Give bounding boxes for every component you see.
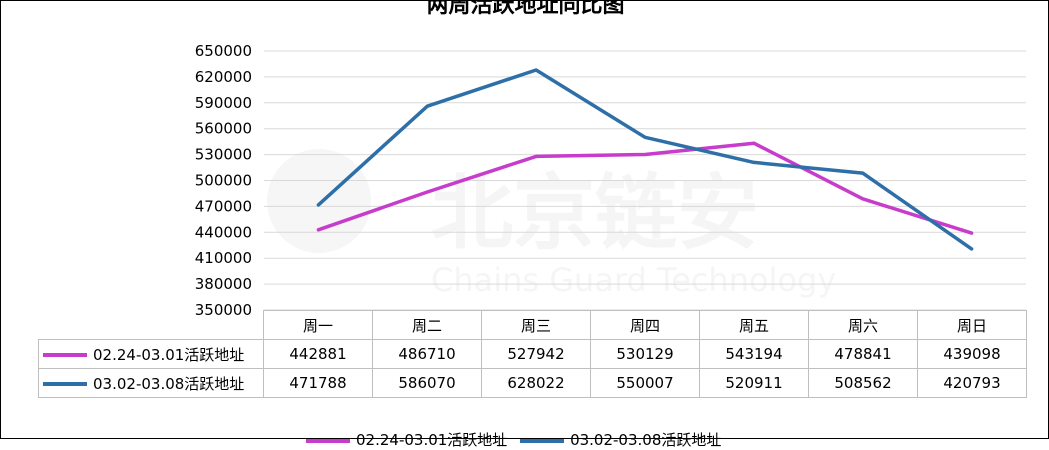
category-label: 周四 [591,311,700,340]
data-cell: 550007 [591,369,700,398]
legend-label: 02.24-03.01活跃地址 [356,431,507,449]
category-label: 周三 [482,311,591,340]
data-cell: 520911 [700,369,809,398]
chart-frame: 两周活跃地址同比图 北京链安 Chains Guard Technology 6… [0,0,1049,439]
series-name: 03.02-03.08活跃地址 [93,375,244,393]
category-label: 周日 [918,311,1027,340]
category-label: 周五 [700,311,809,340]
series-label: 03.02-03.08活跃地址 [39,369,264,398]
legend-key [306,439,350,443]
category-label: 周六 [809,311,918,340]
table-corner [39,311,264,340]
y-tick-label: 530000 [195,146,252,164]
series2-key [43,382,87,386]
data-cell: 530129 [591,340,700,369]
y-tick-label: 500000 [195,172,252,190]
y-tick-label: 560000 [195,120,252,138]
series-label: 02.24-03.01活跃地址 [39,340,264,369]
y-tick-label: 410000 [195,249,252,267]
y-tick-label: 650000 [195,42,252,60]
watermark-subtext: Chains Guard Technology [431,261,836,299]
table-row: 03.02-03.08活跃地址 471788 586070 628022 550… [39,369,1027,398]
y-axis-ticks: 650000 620000 590000 560000 530000 500000 4700… [195,42,252,319]
table-row: 02.24-03.01活跃地址 442881 486710 527942 530… [39,340,1027,369]
data-cell: 508562 [809,369,918,398]
y-tick-label: 620000 [195,68,252,86]
category-label: 周二 [373,311,482,340]
data-cell: 586070 [373,369,482,398]
data-cell: 478841 [809,340,918,369]
data-cell: 628022 [482,369,591,398]
data-cell: 543194 [700,340,809,369]
legend-label: 03.02-03.08活跃地址 [570,431,721,449]
y-tick-label: 380000 [195,275,252,293]
data-cell: 527942 [482,340,591,369]
table-header-row: 周一 周二 周三 周四 周五 周六 周日 [39,311,1027,340]
category-label: 周一 [264,311,373,340]
legend-item: 02.24-03.01活跃地址 [306,429,507,450]
legend: 02.24-03.01活跃地址 03.02-03.08活跃地址 [306,429,729,450]
data-cell: 420793 [918,369,1027,398]
data-table: 周一 周二 周三 周四 周五 周六 周日 02.24-03.01活跃地址 442… [38,310,1027,398]
y-tick-label: 590000 [195,94,252,112]
series-name: 02.24-03.01活跃地址 [93,346,244,364]
data-cell: 439098 [918,340,1027,369]
data-cell: 471788 [264,369,373,398]
legend-item: 03.02-03.08活跃地址 [520,429,721,450]
series1-key [43,353,87,357]
y-tick-label: 440000 [195,223,252,241]
data-cell: 486710 [373,340,482,369]
legend-key [520,439,564,443]
data-cell: 442881 [264,340,373,369]
y-tick-label: 470000 [195,197,252,215]
watermark: 北京链安 Chains Guard Technology [267,149,836,299]
